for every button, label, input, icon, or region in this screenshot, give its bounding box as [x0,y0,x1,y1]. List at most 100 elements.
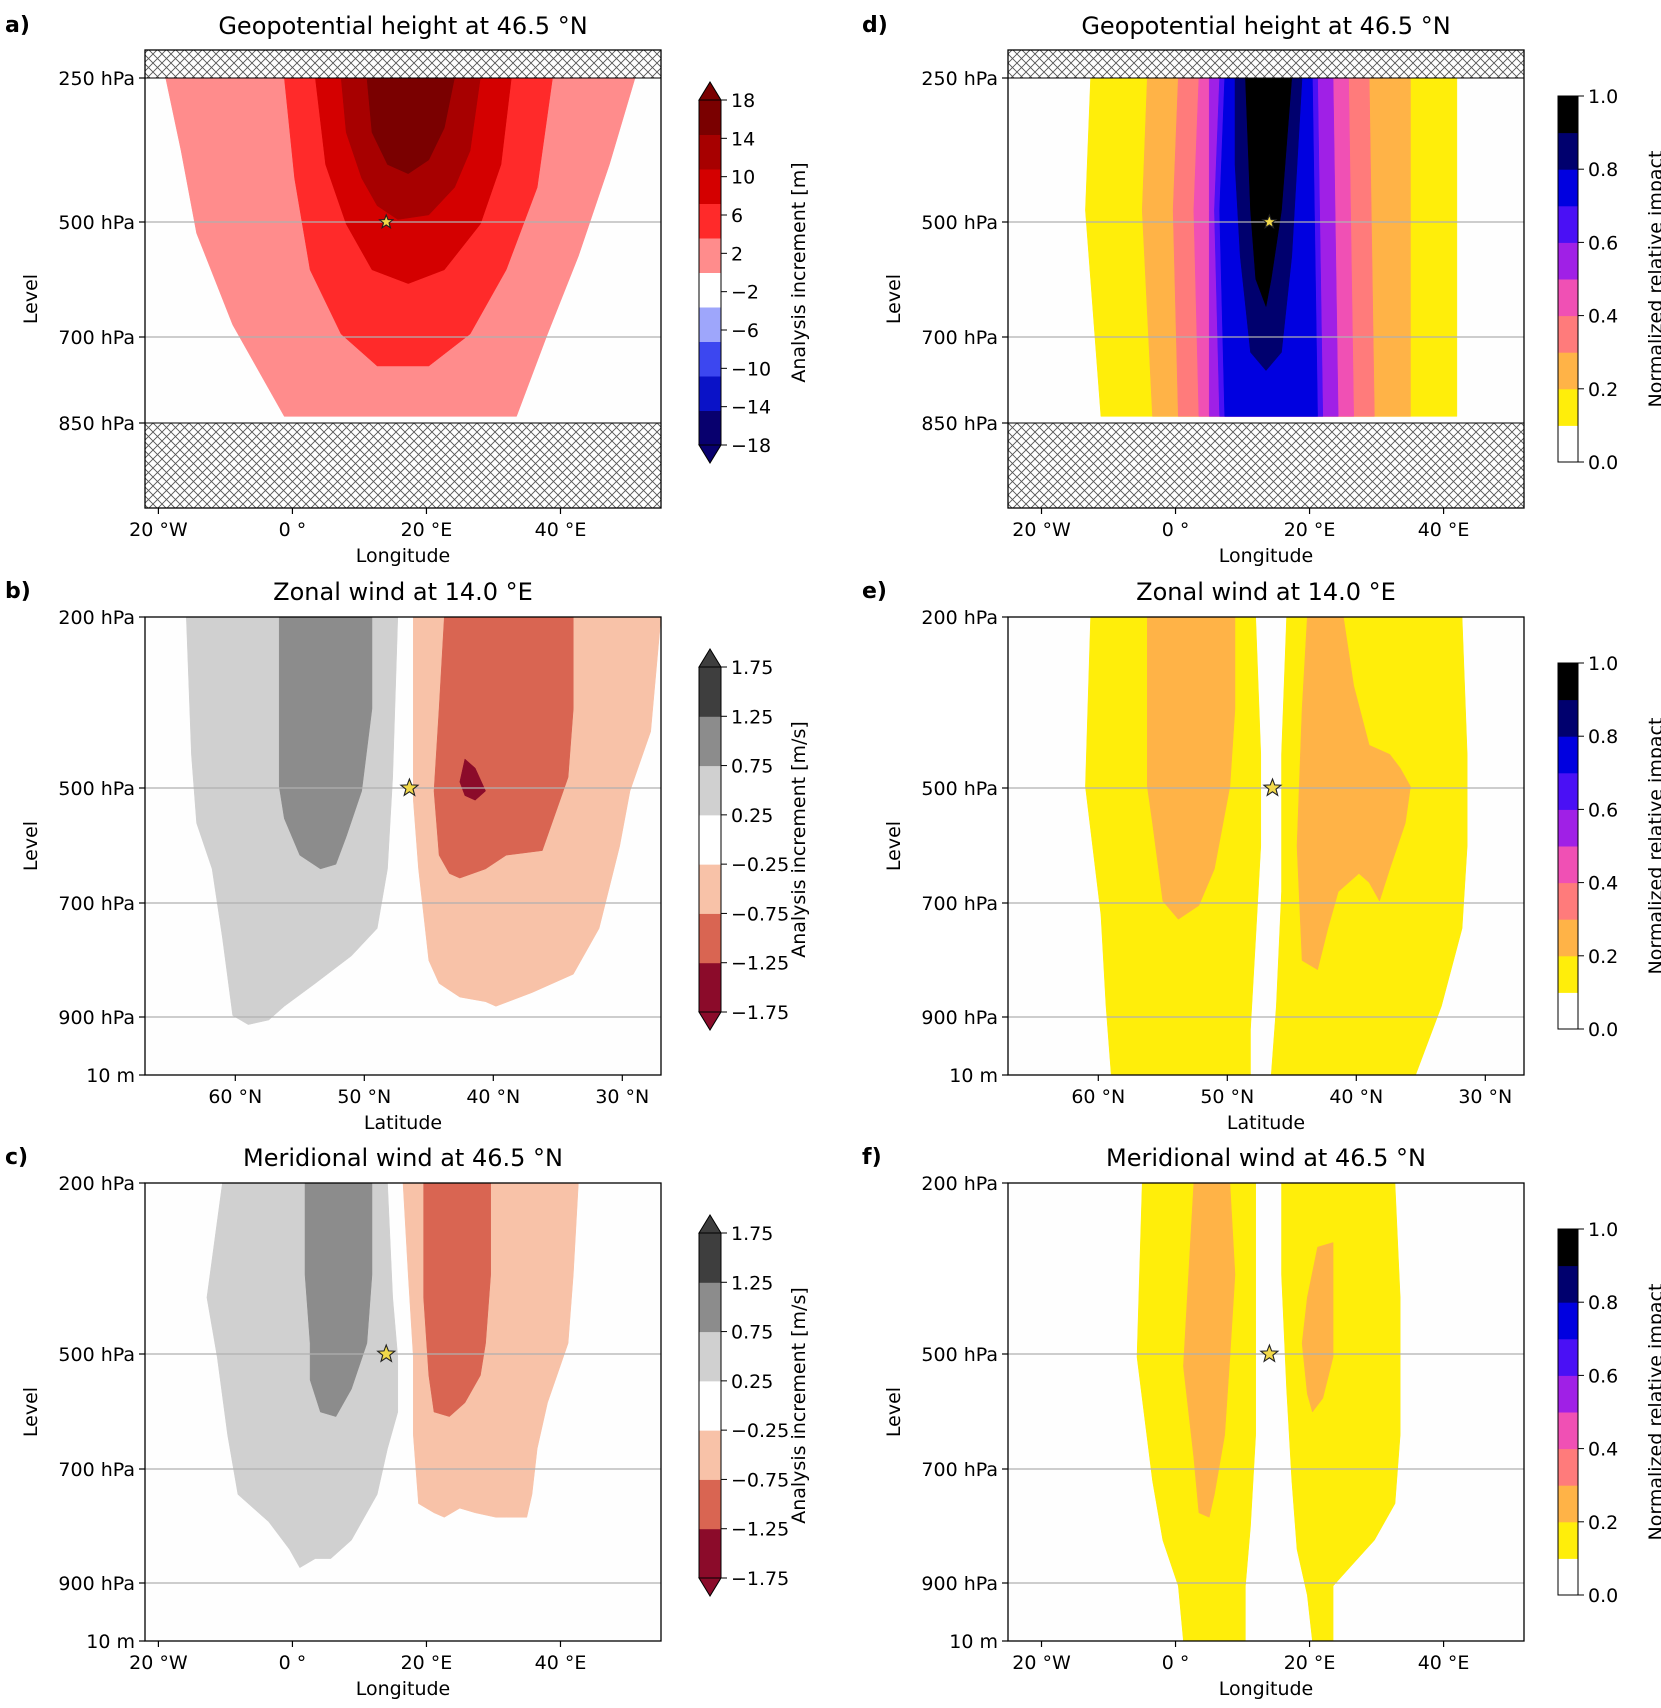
y-axis-label: Level [883,821,905,871]
colorbar-swatch [699,1479,721,1530]
x-tick-label: 20 °E [1284,1652,1336,1674]
colorbar-swatch [699,238,721,273]
colorbar-swatch [699,667,721,717]
colorbar-swatch [1558,1375,1578,1413]
colorbar-tick-label: −1.75 [731,1568,789,1590]
colorbar: 1.0 0.8 0.6 0.4 0.2 0.0 Normalized relative im… [1557,1219,1661,1607]
colorbar-swatch [1558,809,1578,847]
colorbar-swatch [699,1528,721,1579]
colorbar-swatch [699,203,721,239]
colorbar-tick-label: 0.25 [731,1371,773,1393]
y-tick-label: 250 hPa [58,68,135,90]
colorbar-swatch [1558,205,1578,243]
contour-band [423,1182,491,1417]
colorbar-swatch [1558,352,1578,390]
colorbar-tick-label: −1.25 [731,953,789,975]
colorbar-label: Normalized relative impact [1645,1284,1661,1541]
colorbar-tick-label: 0.6 [1588,799,1618,821]
y-tick-label: 200 hPa [58,607,135,629]
x-axis-label: Longitude [356,1678,451,1700]
colorbar-tick-label: 18 [731,90,755,112]
colorbar-swatch [699,341,721,377]
colorbar-frame [1557,1228,1579,1596]
contour-band [1147,616,1236,920]
x-tick-label: 20 °W [129,519,188,541]
colorbar-tick-label: −1.25 [731,1519,789,1541]
colorbar-tick-label: −18 [731,435,771,457]
colorbar-tick-label: −1.75 [731,1002,789,1024]
colorbar-swatch [1558,1412,1578,1450]
observation-star-marker [399,777,420,797]
colorbar-frame [698,99,722,446]
colorbar-swatch [699,913,721,964]
x-tick-label: 20 °W [129,1652,188,1674]
panel-e: 200 hPa 500 hPa 700 hPa 900 hPa 10 m 60 °N 50 … [862,578,1661,1134]
colorbar-swatch [1558,1448,1578,1486]
colorbar-swatch [699,814,721,865]
colorbar-tick-label: −10 [731,358,771,380]
colorbar-swatch [699,307,721,342]
x-tick-label: 60 °N [208,1086,262,1108]
colorbar-swatch [1558,279,1578,317]
colorbar-extend-top [698,648,722,668]
colorbar-extend-bottom [698,1577,722,1597]
x-tick-label: 0 ° [1162,519,1190,541]
x-tick-label: 0 ° [279,519,307,541]
y-tick-label: 700 hPa [921,1459,998,1481]
colorbar: 1.0 0.8 0.6 0.4 0.2 0.0 Normalized relative im… [1557,653,1661,1041]
y-tick-label: 10 m [86,1065,135,1087]
colorbar-swatch [1558,919,1578,957]
colorbar-swatch [699,410,721,446]
colorbar-tick-label: 1.0 [1588,86,1618,108]
y-tick-label: 10 m [949,1065,998,1087]
plot-area [1008,1183,1524,1641]
plot-frame [1007,616,1525,1076]
plot-frame [144,1182,662,1642]
colorbar-tick-label: 0.0 [1588,452,1618,474]
y-tick-label: 700 hPa [58,893,135,915]
x-tick-label: 30 °N [1458,1086,1512,1108]
colorbar-tick-label: 0.4 [1588,873,1618,895]
colorbar-tick-label: 0.0 [1588,1019,1618,1041]
y-tick-label: 200 hPa [58,1173,135,1195]
x-tick-label: 20 °E [401,1652,453,1674]
colorbar-swatch [699,376,721,411]
colorbar: 1.75 1.25 0.75 0.25 −0.25 −0.75 −1.25 −1.75 Anal… [698,648,810,1031]
colorbar-label: Analysis increment [m/s] [788,721,810,958]
x-tick-label: 40 °N [1329,1086,1383,1108]
y-tick-label: 500 hPa [921,1344,998,1366]
x-axis-label: Latitude [364,1112,442,1134]
colorbar-swatch [1558,1558,1578,1596]
colorbar-tick-label: 14 [731,128,755,150]
colorbar-swatch [1558,388,1578,426]
colorbar-tick-label: −0.25 [731,1420,789,1442]
colorbar-swatch [699,864,721,914]
x-tick-label: 40 °E [535,1652,587,1674]
colorbar-tick-label: −2 [731,282,759,304]
colorbar-label: Analysis increment [m/s] [788,1287,810,1524]
colorbar-swatch [699,716,721,767]
observation-star-marker [1261,213,1278,230]
colorbar-swatch [1558,736,1578,774]
colorbar-swatch [1558,1521,1578,1559]
colorbar-swatch [1558,992,1578,1030]
colorbar: 1.0 0.8 0.6 0.4 0.2 0.0 Normalized relative im… [1557,86,1661,474]
colorbar-extend-bottom [698,444,722,464]
colorbar-tick-label: 1.0 [1588,1219,1618,1241]
colorbar-swatch [1558,1302,1578,1340]
panel-letter: c) [5,1145,28,1170]
colorbar-tick-label: −0.75 [731,1469,789,1491]
y-tick-label: 10 m [949,1631,998,1653]
x-tick-label: 50 °N [337,1086,391,1108]
x-tick-label: 30 °N [595,1086,649,1108]
colorbar-swatch [1558,96,1578,134]
plot-frame [144,616,662,1076]
y-tick-label: 900 hPa [58,1573,135,1595]
x-tick-label: 40 °E [1418,1652,1470,1674]
x-tick-label: 20 °E [401,519,453,541]
colorbar-swatch [1558,1265,1578,1303]
colorbar-tick-label: 0.2 [1588,1512,1618,1534]
contour-band [1183,1182,1236,1518]
colorbar-swatch [1558,882,1578,920]
